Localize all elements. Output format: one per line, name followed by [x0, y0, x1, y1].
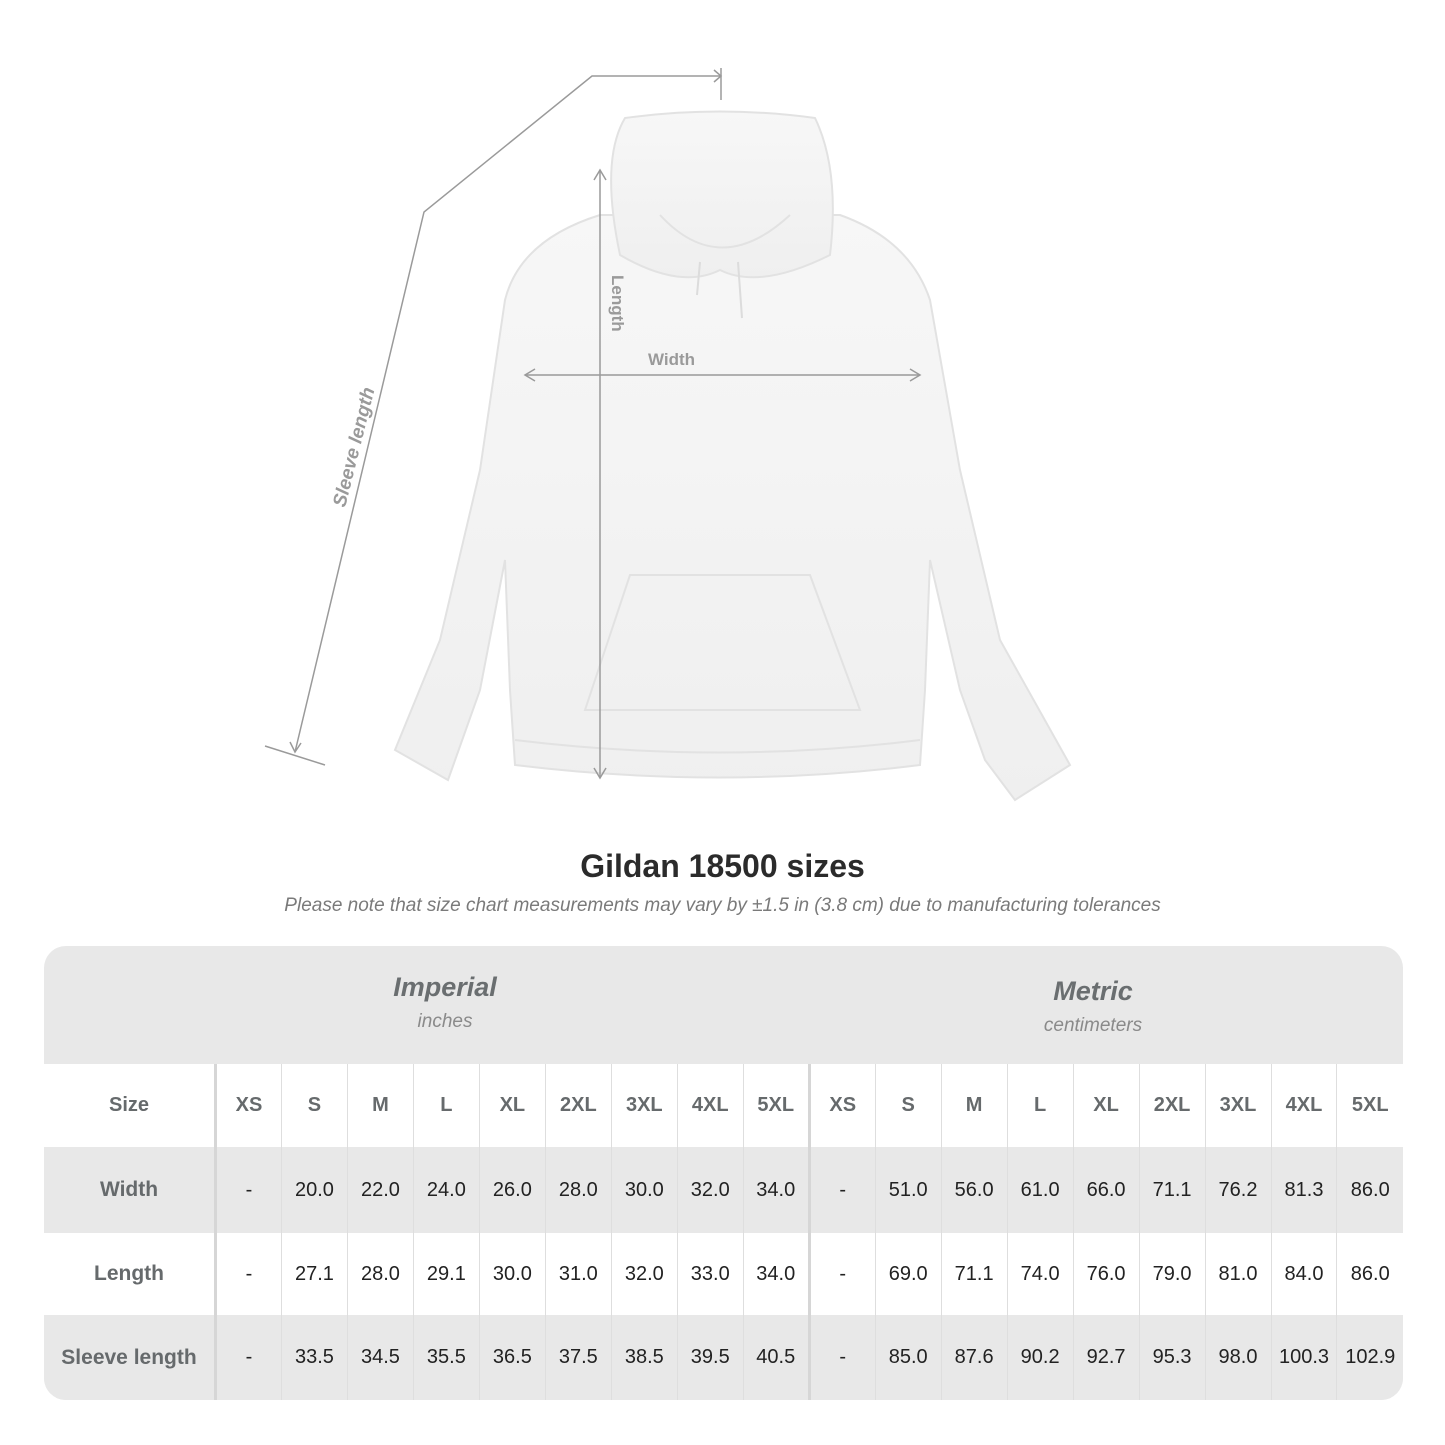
imperial-value-cell: 37.5	[544, 1315, 612, 1400]
metric-size-header: 4XL	[1270, 1064, 1337, 1147]
metric-header: Metric centimeters	[810, 946, 1376, 1064]
metric-value-cell: 92.7	[1072, 1315, 1140, 1400]
imperial-value-cell: -	[215, 1233, 282, 1315]
metric-value-cell: 74.0	[1006, 1233, 1074, 1315]
imperial-value-cell: 39.5	[676, 1315, 744, 1400]
imperial-value-cell: -	[215, 1147, 282, 1233]
metric-value-cell: 66.0	[1072, 1147, 1140, 1233]
imperial-value-cell: 32.0	[610, 1233, 678, 1315]
imperial-value-cell: 33.0	[676, 1233, 744, 1315]
imperial-value-cell: 24.0	[412, 1147, 480, 1233]
imperial-value-cell: 36.5	[478, 1315, 546, 1400]
metric-value-cell: 84.0	[1270, 1233, 1337, 1315]
row-label: Size	[44, 1064, 217, 1147]
hoodie-illustration: Length Width Sleeve length	[264, 68, 1072, 802]
imperial-value-cell: 40.5	[742, 1315, 810, 1400]
metric-size-header: M	[940, 1064, 1008, 1147]
metric-size-header: XL	[1072, 1064, 1140, 1147]
length-label: Length	[608, 275, 627, 332]
imperial-value-cell: 34.0	[742, 1147, 810, 1233]
row-label: Length	[44, 1233, 217, 1315]
width-label: Width	[648, 350, 695, 369]
metric-value-cell: 76.0	[1072, 1233, 1140, 1315]
imperial-header: Imperial inches	[216, 946, 674, 1064]
imperial-unit: inches	[417, 1011, 473, 1032]
metric-value-cell: 76.2	[1204, 1147, 1271, 1233]
imperial-value-cell: 34.5	[346, 1315, 414, 1400]
metric-value-cell: 71.1	[1138, 1147, 1206, 1233]
imperial-size-header: S	[280, 1064, 348, 1147]
row-label: Width	[44, 1147, 217, 1233]
imperial-size-header: M	[346, 1064, 414, 1147]
imperial-value-cell: 26.0	[478, 1147, 546, 1233]
imperial-value-cell: 29.1	[412, 1233, 480, 1315]
metric-value-cell: 56.0	[940, 1147, 1008, 1233]
metric-value-cell: 100.3	[1270, 1315, 1337, 1400]
metric-size-header: 2XL	[1138, 1064, 1206, 1147]
imperial-value-cell: 28.0	[346, 1233, 414, 1315]
imperial-size-header: 4XL	[676, 1064, 744, 1147]
imperial-value-cell: 33.5	[280, 1315, 348, 1400]
metric-value-cell: -	[807, 1147, 876, 1233]
table-row: Sleeve length -33.5 34.5 35.5 36.5 37.5 38.5 39…	[44, 1315, 1403, 1400]
metric-size-header: S	[874, 1064, 942, 1147]
sleeve-length-label: Sleeve length	[329, 385, 379, 509]
size-chart: Imperial inches Metric centimeters Size X…	[44, 946, 1403, 1400]
imperial-value-cell: 20.0	[280, 1147, 348, 1233]
imperial-title: Imperial	[393, 972, 497, 1002]
metric-unit: centimeters	[1043, 1015, 1143, 1036]
imperial-size-header: XL	[478, 1064, 546, 1147]
metric-value-cell: 81.3	[1270, 1147, 1337, 1233]
metric-value-cell: 51.0	[874, 1147, 942, 1233]
metric-value-cell: 81.0	[1204, 1233, 1271, 1315]
metric-value-cell: 85.0	[874, 1315, 942, 1400]
hoodie-image	[393, 110, 1072, 802]
page-title: Gildan 18500 sizes	[580, 848, 865, 884]
measure-lines	[264, 68, 922, 780]
imperial-value-cell: 31.0	[544, 1233, 612, 1315]
metric-size-header: 3XL	[1204, 1064, 1271, 1147]
metric-value-cell: 102.9	[1336, 1315, 1403, 1400]
metric-value-cell: 71.1	[940, 1233, 1008, 1315]
imperial-size-header: XS	[215, 1064, 282, 1147]
imperial-value-cell: 28.0	[544, 1147, 612, 1233]
table-row: Width -20.0 22.0 24.0 26.0 28.0 30.0 32.0 34.0-5…	[44, 1147, 1403, 1233]
imperial-size-header: 5XL	[742, 1064, 810, 1147]
imperial-value-cell: 22.0	[346, 1147, 414, 1233]
imperial-size-header: 2XL	[544, 1064, 612, 1147]
imperial-value-cell: 32.0	[676, 1147, 744, 1233]
size-table: Size XS S M L XL 2XL 3XL 4XL 5XL XS S M L XL 2XL 3XL 4XL 5…	[44, 1064, 1403, 1400]
metric-size-header: L	[1006, 1064, 1074, 1147]
imperial-value-cell: 34.0	[742, 1233, 810, 1315]
metric-value-cell: 79.0	[1138, 1233, 1206, 1315]
imperial-value-cell: 27.1	[280, 1233, 348, 1315]
imperial-size-header: 3XL	[610, 1064, 678, 1147]
imperial-value-cell: 30.0	[478, 1233, 546, 1315]
tolerance-note: Please note that size chart measurements…	[284, 895, 1161, 916]
imperial-value-cell: -	[215, 1315, 282, 1400]
metric-value-cell: 87.6	[940, 1315, 1008, 1400]
imperial-value-cell: 30.0	[610, 1147, 678, 1233]
metric-value-cell: -	[807, 1315, 876, 1400]
metric-title: Metric	[1053, 976, 1133, 1006]
size-header-row: Size XS S M L XL 2XL 3XL 4XL 5XL XS S M L XL 2XL 3XL 4XL 5…	[44, 1064, 1403, 1147]
metric-value-cell: 90.2	[1006, 1315, 1074, 1400]
metric-value-cell: 86.0	[1336, 1233, 1403, 1315]
metric-value-cell: 86.0	[1336, 1147, 1403, 1233]
metric-value-cell: -	[807, 1233, 876, 1315]
metric-value-cell: 69.0	[874, 1233, 942, 1315]
table-row: Length -27.1 28.0 29.1 30.0 31.0 32.0 33.0 34.0-…	[44, 1233, 1403, 1315]
metric-size-header: XS	[807, 1064, 876, 1147]
imperial-size-header: L	[412, 1064, 480, 1147]
metric-value-cell: 95.3	[1138, 1315, 1206, 1400]
imperial-value-cell: 38.5	[610, 1315, 678, 1400]
metric-size-header: 5XL	[1336, 1064, 1403, 1147]
row-label: Sleeve length	[44, 1315, 217, 1400]
imperial-value-cell: 35.5	[412, 1315, 480, 1400]
metric-value-cell: 98.0	[1204, 1315, 1271, 1400]
metric-value-cell: 61.0	[1006, 1147, 1074, 1233]
